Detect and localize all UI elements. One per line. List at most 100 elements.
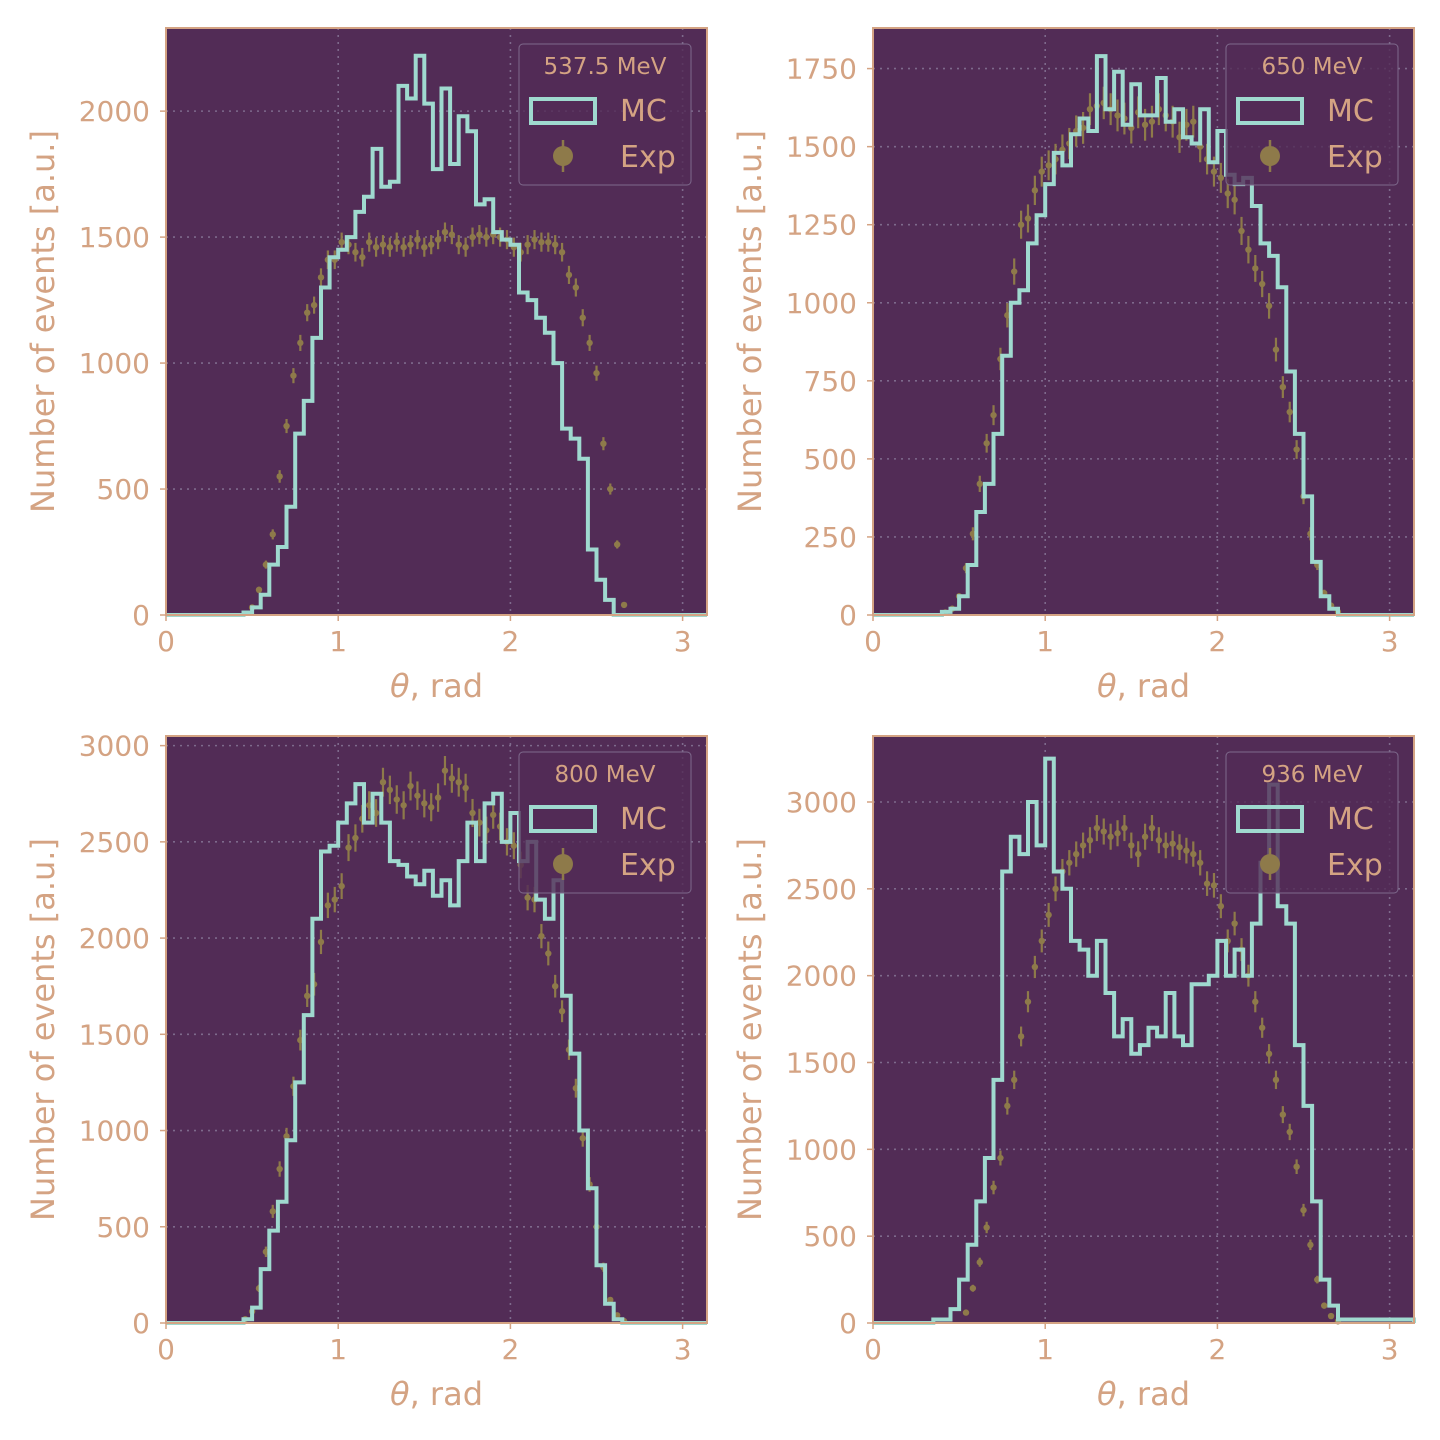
exp-point [1217,902,1225,910]
exp-point [455,241,462,248]
legend: 800 MeV MC Exp [518,751,692,894]
exp-point [1217,174,1225,182]
exp-point [1031,187,1039,194]
exp-point [1017,221,1025,228]
exp-point [538,238,545,246]
exp-point [607,485,614,493]
exp-point [983,1224,990,1231]
y-tick-label: 2000 [79,95,150,128]
exp-point [304,309,311,316]
legend-mc-label: MC [1327,802,1374,837]
legend-exp-marker [1260,854,1280,874]
x-tick-label: 3 [674,625,692,658]
y-axis-label: Number of events [a.u.] [731,130,769,513]
exp-point [1183,847,1190,854]
exp-point [352,249,359,256]
exp-point [414,236,421,243]
exp-point [1293,446,1300,453]
x-tick-label: 1 [1036,625,1054,658]
exp-point [1038,937,1045,945]
y-tick-label: 1250 [786,209,857,242]
exp-point [1086,105,1094,113]
exp-point [1093,824,1101,832]
exp-point [997,1154,1004,1162]
exp-point [1114,112,1121,119]
exp-point [586,339,593,347]
exp-point [414,792,421,799]
y-tick-label: 2000 [79,922,150,955]
exp-point [1272,1076,1280,1084]
y-tick-label: 1000 [79,1115,150,1148]
exp-point [990,1184,997,1191]
exp-point [1258,280,1266,288]
exp-point [607,1296,614,1304]
exp-point [407,782,414,790]
exp-point [1210,882,1218,889]
exp-point [1038,168,1045,175]
exp-point [448,775,456,782]
mc-histogram [873,54,1414,617]
exp-point [386,786,394,794]
exp-point [1086,837,1094,844]
exp-point [1045,162,1052,169]
panel-537-mev: 0 1 2 3 0 500 1000 1500 2000 537.5 MeV MC Exp θ,… [24,27,708,705]
exp-point [1121,824,1128,832]
exp-point [1141,833,1149,840]
y-tick-label: 1500 [786,131,857,164]
y-tick-label: 750 [804,365,857,398]
exp-point [1265,1050,1273,1058]
data-marks [166,756,707,1325]
x-axis-unit: , rad [1117,667,1190,705]
exp-point [1203,880,1211,887]
exp-point [1300,1206,1307,1214]
y-tick-label: 2500 [79,826,150,859]
exp-point [983,440,990,447]
y-tick-label: 1500 [79,1018,150,1051]
exp-point [1114,830,1121,837]
x-tick-label: 1 [329,1333,347,1366]
exp-point [1252,265,1259,272]
y-tick-label: 2000 [786,960,857,993]
exp-point [434,236,442,243]
x-axis-unit: , rad [1117,1375,1190,1413]
exp-point [317,274,325,281]
exp-point [400,243,407,251]
x-tick-label: 3 [1381,625,1399,658]
exp-point [441,228,449,236]
exp-point [345,844,352,851]
axis-ticks: 0 1 2 3 0 250 500 750 1000 1250 1500 1750 [786,53,1399,658]
exp-point [324,902,332,909]
exp-point [269,531,276,538]
exp-point [421,800,428,807]
exp-point [1252,998,1259,1005]
exp-point [1107,833,1114,840]
exp-point [352,834,359,842]
legend-title: 537.5 MeV [544,54,667,80]
exp-point [469,809,476,817]
data-marks [873,54,1414,617]
exp-point [372,243,380,251]
x-tick-label: 0 [864,1333,882,1366]
exp-point [483,233,490,241]
exp-point [1238,227,1245,235]
exp-point [476,231,483,238]
legend-title: 800 MeV [555,762,656,788]
exp-point [1148,118,1156,125]
exp-point [448,231,456,238]
x-axis-unit: , rad [410,1375,483,1413]
y-tick-label: 1500 [79,221,150,254]
exp-point [304,992,311,1000]
y-tick-label: 1750 [786,53,857,86]
legend-exp-label: Exp [1327,140,1383,175]
legend-exp-label: Exp [620,140,676,175]
x-axis-symbol: θ [390,667,410,705]
exp-point [269,1208,276,1215]
exp-point [427,241,435,248]
x-tick-label: 3 [1381,1333,1399,1366]
exp-point [359,254,366,261]
y-tick-label: 2500 [786,873,857,906]
exp-point [1210,168,1218,175]
exp-point [462,784,469,792]
exp-point [462,243,469,251]
exp-point [1231,920,1238,927]
